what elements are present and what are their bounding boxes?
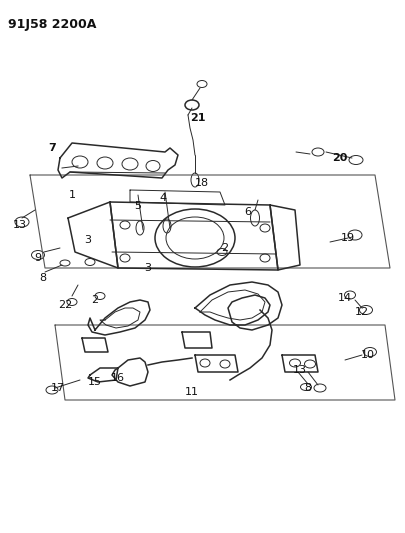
Text: 5: 5: [134, 201, 141, 211]
Text: 18: 18: [195, 178, 209, 188]
Text: 10: 10: [361, 350, 375, 360]
Text: 20: 20: [333, 153, 347, 163]
Text: 17: 17: [51, 383, 65, 393]
Text: 8: 8: [305, 383, 311, 393]
Text: 13: 13: [13, 220, 27, 230]
Text: 3: 3: [145, 263, 151, 273]
Text: 2: 2: [222, 243, 228, 253]
Text: 9: 9: [34, 253, 42, 263]
Text: 15: 15: [88, 377, 102, 387]
Text: 11: 11: [185, 387, 199, 397]
Text: 4: 4: [160, 193, 166, 203]
Text: 3: 3: [85, 235, 92, 245]
Text: 2: 2: [92, 295, 98, 305]
Text: 1: 1: [68, 190, 75, 200]
Text: 7: 7: [48, 143, 56, 153]
Text: 22: 22: [58, 300, 72, 310]
Text: 16: 16: [111, 373, 125, 383]
Text: 13: 13: [293, 365, 307, 375]
Text: 91J58 2200A: 91J58 2200A: [8, 18, 96, 31]
Text: 14: 14: [338, 293, 352, 303]
Text: 12: 12: [355, 307, 369, 317]
Text: 21: 21: [190, 113, 206, 123]
Text: 19: 19: [341, 233, 355, 243]
Text: 8: 8: [39, 273, 47, 283]
Text: 6: 6: [245, 207, 252, 217]
